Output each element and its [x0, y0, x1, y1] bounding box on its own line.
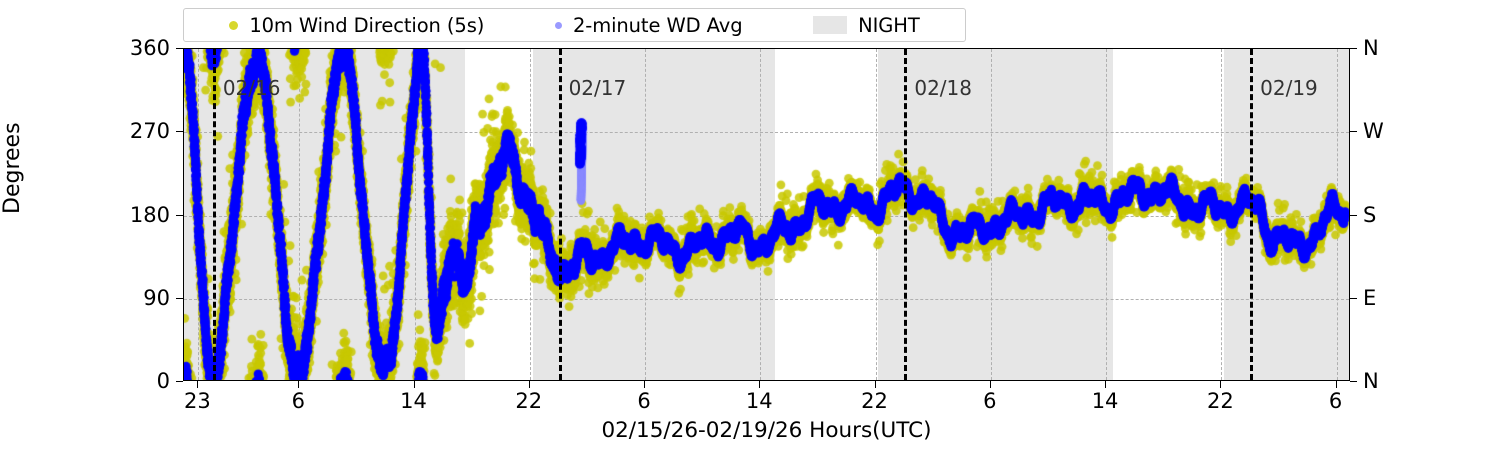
y-axis-tick-right [1350, 381, 1357, 382]
x-axis-tick-label: 14 [745, 389, 773, 413]
y-axis-tick-right [1350, 131, 1357, 133]
day-separator-line [212, 49, 216, 380]
day-separator-line [1250, 49, 1254, 380]
day-label-02-16: 02/16 [222, 76, 281, 100]
y-axis-tick-label-left: 90 [143, 285, 170, 310]
x-axis-tick [1335, 381, 1337, 388]
x-axis-tick [874, 381, 876, 388]
legend-item-wind-direction-5s: 10m Wind Direction (5s) [229, 14, 484, 37]
y-axis-tick-left [176, 297, 183, 299]
x-axis-tick [197, 381, 199, 388]
x-axis-title: 02/15/26-02/19/26 Hours(UTC) [601, 418, 932, 443]
legend-item-wd-avg: 2-minute WD Avg [554, 13, 743, 37]
y-axis-tick-label-right: N [1363, 36, 1379, 60]
day-separator-line [904, 49, 908, 380]
y-axis-tick-left [176, 214, 183, 216]
x-axis-tick-label: 6 [1328, 389, 1343, 413]
y-axis-tick-label-right: N [1363, 369, 1379, 393]
x-axis-tick-label: 6 [291, 389, 305, 413]
plot-clip-region: 02/16 02/17 02/18 02/19 [184, 49, 1349, 380]
x-axis-tick [413, 381, 415, 388]
day-label-02-18: 02/18 [914, 76, 972, 100]
x-axis-tick [644, 381, 646, 388]
y-axis-tick-label-left: 180 [129, 202, 170, 227]
y-axis-tick-right [1350, 297, 1357, 299]
y-axis-tick-label-left: 360 [129, 36, 170, 60]
y-axis-tick-label-left: 270 [129, 119, 170, 144]
y-axis-tick-left [176, 48, 183, 49]
x-axis-tick [528, 381, 530, 388]
x-axis-tick [759, 381, 761, 388]
y-axis-tick-left [176, 131, 183, 133]
y-axis-tick-left [176, 381, 183, 382]
x-axis-tick-label: 6 [637, 389, 651, 413]
y-axis-tick-label-left: 0 [156, 369, 170, 393]
y-axis-tick-label-right: W [1363, 119, 1384, 144]
legend-label-wd-avg: 2-minute WD Avg [572, 13, 743, 37]
legend-label-wind-direction-5s: 10m Wind Direction (5s) [249, 13, 485, 37]
y-axis-tick-right [1350, 214, 1357, 216]
scatter-series-wd-2min-avg [184, 49, 1349, 380]
day-label-02-17: 02/17 [568, 76, 627, 100]
x-axis-tick-label: 6 [983, 389, 997, 413]
x-axis-tick [989, 381, 991, 388]
x-axis-tick-label: 23 [184, 389, 211, 413]
legend-label-night: NIGHT [858, 13, 920, 37]
x-axis-tick-label: 22 [515, 389, 543, 413]
y-axis-tick-label-right: S [1363, 202, 1377, 227]
day-separator-line [558, 49, 562, 380]
x-axis-tick [1105, 381, 1107, 388]
x-axis-tick-label: 22 [861, 389, 888, 413]
chart-plot-area: 02/16 02/17 02/18 02/19 [183, 48, 1350, 381]
x-axis-tick [1220, 381, 1222, 388]
legend-item-night: NIGHT [813, 14, 920, 37]
chart-legend: 10m Wind Direction (5s) 2-minute WD Avg … [183, 8, 966, 42]
yellow-dot-icon [229, 20, 239, 30]
day-label-02-19: 02/19 [1260, 76, 1318, 100]
y-axis-tick-label-right: E [1363, 285, 1377, 310]
y-axis-tick-right [1350, 48, 1357, 49]
x-axis-tick [298, 381, 300, 388]
x-axis-tick-label: 14 [1091, 389, 1119, 413]
gray-patch-icon [813, 16, 848, 34]
blue-dot-icon [554, 21, 562, 29]
x-axis-tick-label: 22 [1206, 389, 1234, 413]
x-axis-tick-label: 14 [400, 389, 427, 413]
